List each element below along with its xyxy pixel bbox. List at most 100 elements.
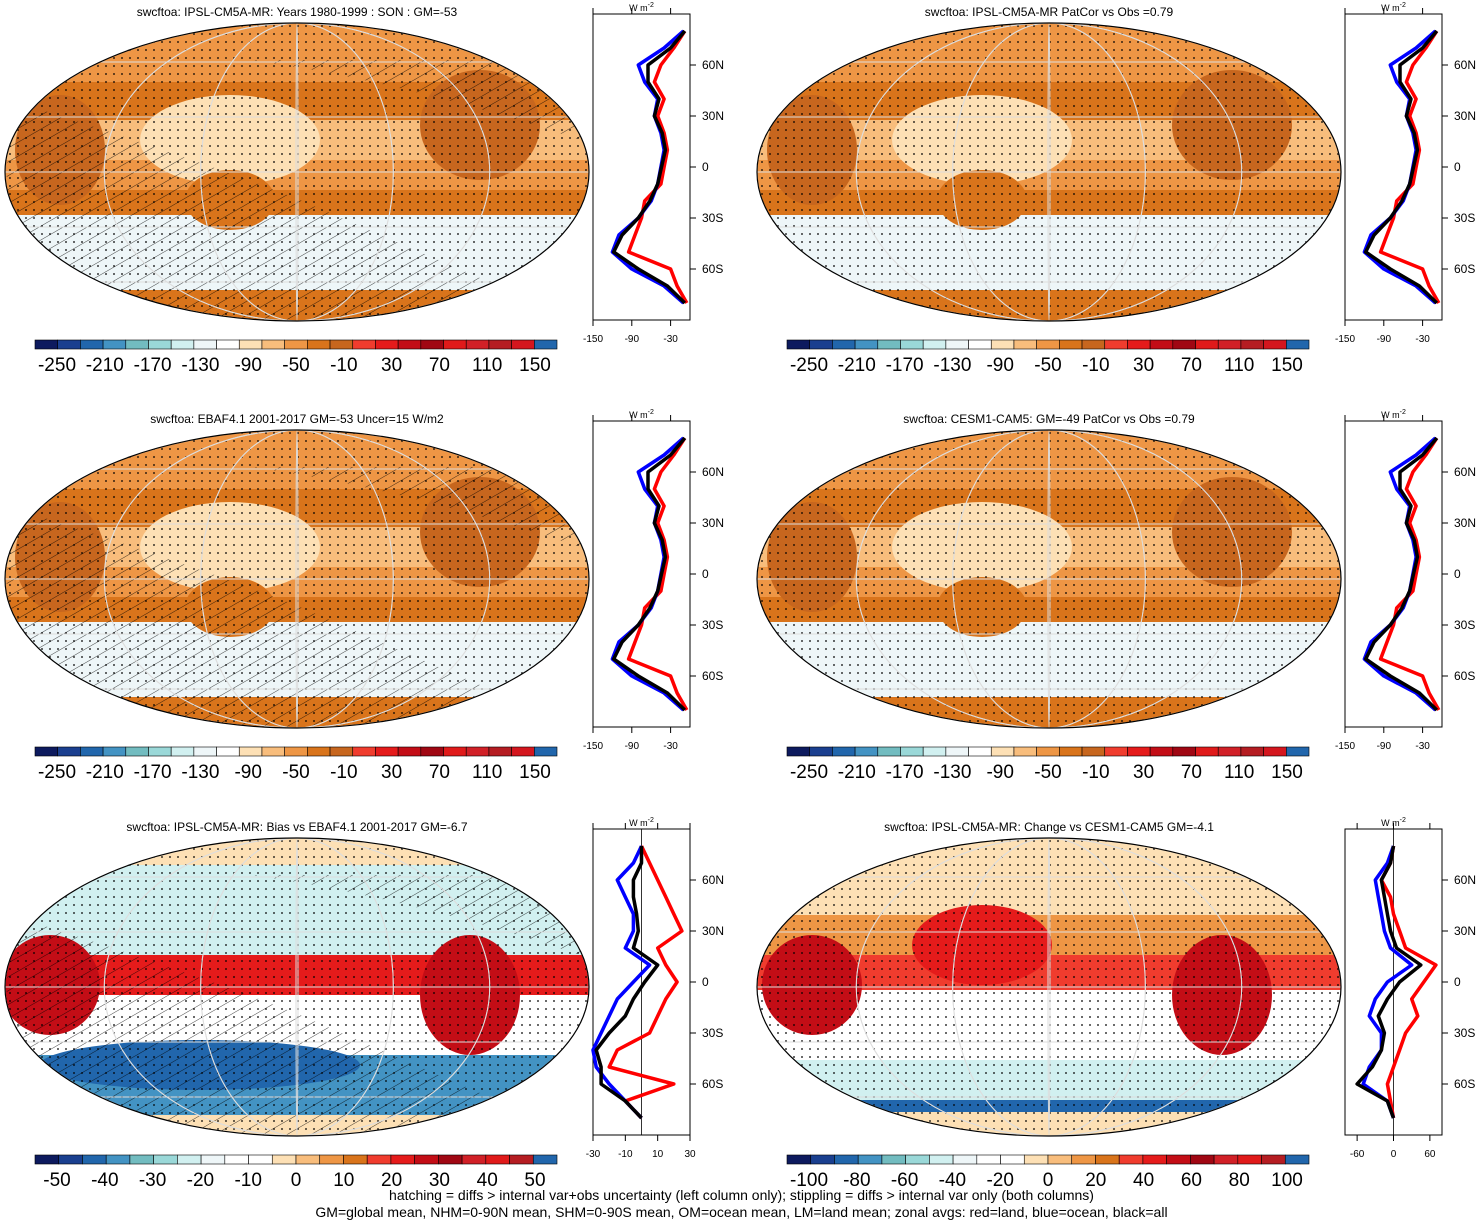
colorbar-label: 30 xyxy=(1133,762,1154,783)
colorbar-swatch xyxy=(1261,1154,1286,1165)
colorbar-swatch xyxy=(1149,746,1174,757)
zonal-series-all xyxy=(594,846,660,1120)
zonal-units-label: W m-2 xyxy=(629,817,654,828)
panel-ipsl-mean: swcftoa: IPSL-CM5A-MR: Years 1980-1999 :… xyxy=(0,0,731,400)
zonal-series-all xyxy=(1363,29,1439,305)
colorbar-swatch xyxy=(284,746,308,757)
colorbar-label: -250 xyxy=(790,355,828,376)
colorbar-swatch xyxy=(319,1154,344,1165)
colorbar-swatch xyxy=(1059,746,1083,757)
colorbar-swatch xyxy=(1240,339,1264,350)
colorbar-swatch xyxy=(1172,746,1196,757)
colorbar-swatch xyxy=(786,339,810,350)
zonal-lat-label: 60N xyxy=(702,465,724,479)
footer-line-2: GM=global mean, NHM=0-90N mean, SHM=0-90… xyxy=(315,1204,1168,1220)
colorbar-swatch xyxy=(1217,339,1242,350)
colorbar-label: -90 xyxy=(986,762,1013,783)
colorbar-swatch xyxy=(905,1154,930,1165)
zonal-x-tick-label: -30 xyxy=(663,334,678,345)
colorbar-swatch xyxy=(511,746,535,757)
zonal-plot: -150 -90 -30 W m-2 60N 30N 0 30S 60S xyxy=(1335,409,1476,752)
colorbar-label: -210 xyxy=(86,355,124,376)
colorbar-label: -60 xyxy=(891,1170,918,1191)
zonal-series-land xyxy=(1378,30,1441,304)
colorbar-swatch xyxy=(1263,746,1287,757)
colorbar-label: -170 xyxy=(886,355,924,376)
colorbar-swatch xyxy=(1195,746,1219,757)
colorbar-swatch xyxy=(990,339,1015,350)
colorbar-label: -30 xyxy=(139,1170,166,1191)
colorbar-label: -130 xyxy=(181,762,219,783)
colorbar-swatch xyxy=(420,746,444,757)
colorbar-label: 110 xyxy=(472,355,502,376)
colorbar-swatch xyxy=(877,746,901,757)
colorbar-label: 30 xyxy=(381,355,402,376)
zonal-x-tick-label: -90 xyxy=(1377,741,1392,752)
colorbar-swatch xyxy=(1023,1154,1049,1165)
colorbar-swatch xyxy=(900,746,924,757)
colorbar-swatch xyxy=(307,746,331,757)
colorbar-swatch xyxy=(786,1154,812,1165)
zonal-x-tick-label: -30 xyxy=(586,1149,601,1160)
zonal-x-tick-label: -30 xyxy=(1415,741,1430,752)
colorbar-swatch xyxy=(125,339,149,350)
colorbar-swatch xyxy=(945,339,969,350)
colorbar-swatch xyxy=(1172,339,1196,350)
zonal-lat-label: 30N xyxy=(702,109,724,123)
colorbar-swatch xyxy=(224,1154,249,1165)
zonal-lat-label: 0 xyxy=(702,160,709,174)
zonal-lat-label: 60N xyxy=(1454,58,1476,72)
colorbar-swatch xyxy=(922,339,947,350)
colorbar-swatch xyxy=(34,339,58,350)
zonal-x-tick-label: 60 xyxy=(1424,1149,1436,1160)
zonal-lat-label: 30S xyxy=(1454,618,1475,632)
colorbar-swatch xyxy=(82,1154,107,1165)
zonal-lat-label: 30N xyxy=(702,516,724,530)
zonal-x-tick-label: 10 xyxy=(652,1149,664,1160)
colorbar-swatch xyxy=(509,1154,534,1165)
zonal-x-tick-label: -90 xyxy=(1377,334,1392,345)
colorbar-label: -50 xyxy=(1034,762,1061,783)
panel-ipsl-change: swcftoa: IPSL-CM5A-MR: Change vs CESM1-C… xyxy=(752,815,1483,1215)
colorbar-swatch xyxy=(1213,1154,1239,1165)
colorbar-label: -130 xyxy=(933,762,971,783)
panel-svg: swcftoa: CESM1-CAM5: GM=-49 PatCor vs Ob… xyxy=(756,409,1476,783)
zonal-series-land xyxy=(1378,437,1441,711)
colorbar-label: -130 xyxy=(933,355,971,376)
colorbar-swatch xyxy=(102,339,127,350)
zonal-lat-label: 30N xyxy=(702,924,724,938)
colorbar-label: 70 xyxy=(1181,355,1202,376)
colorbar-swatch xyxy=(352,339,376,350)
colorbar-label: 110 xyxy=(472,762,502,783)
colorbar-label: -250 xyxy=(38,762,76,783)
colorbar-label: 70 xyxy=(429,355,450,376)
colorbar-swatch xyxy=(343,1154,368,1165)
colorbar-swatch xyxy=(238,746,263,757)
colorbar-swatch xyxy=(1127,339,1151,350)
zonal-lat-label: 30N xyxy=(1454,924,1476,938)
zonal-series-land xyxy=(626,30,689,304)
zonal-lat-label: 0 xyxy=(702,567,709,581)
colorbar: -250 -210 -170 -130 -90 -50 -10 30 70 110 150 xyxy=(786,746,1310,783)
zonal-plot: -60 0 60 W m-2 60N 30N 0 30S 60S xyxy=(1344,817,1476,1160)
panel-svg: swcftoa: IPSL-CM5A-MR: Years 1980-1999 :… xyxy=(4,2,724,376)
colorbar-swatch xyxy=(148,746,172,757)
zonal-x-tick-label: -150 xyxy=(1335,741,1355,752)
colorbar-swatch xyxy=(1118,1154,1144,1165)
colorbar-swatch xyxy=(488,339,512,350)
zonal-plot: -150 -90 -30 W m-2 60N 30N 0 30S 60S xyxy=(583,2,724,345)
colorbar-swatch xyxy=(952,1154,978,1165)
colorbar-swatch xyxy=(443,746,467,757)
map-outline xyxy=(756,837,1342,1137)
zonal-units-label: W m-2 xyxy=(1381,409,1406,420)
colorbar-swatch xyxy=(366,1154,392,1165)
colorbar-swatch xyxy=(238,339,263,350)
zonal-lat-label: 30N xyxy=(1454,516,1476,530)
colorbar-swatch xyxy=(1166,1154,1191,1165)
colorbar-swatch xyxy=(465,746,490,757)
colorbar-swatch xyxy=(1000,1154,1025,1165)
colorbar-label: 100 xyxy=(1271,1170,1303,1191)
colorbar-swatch xyxy=(1081,746,1106,757)
colorbar-swatch xyxy=(34,746,58,757)
colorbar: -50 -40 -30 -20 -10 0 10 20 30 40 50 xyxy=(34,1154,558,1191)
